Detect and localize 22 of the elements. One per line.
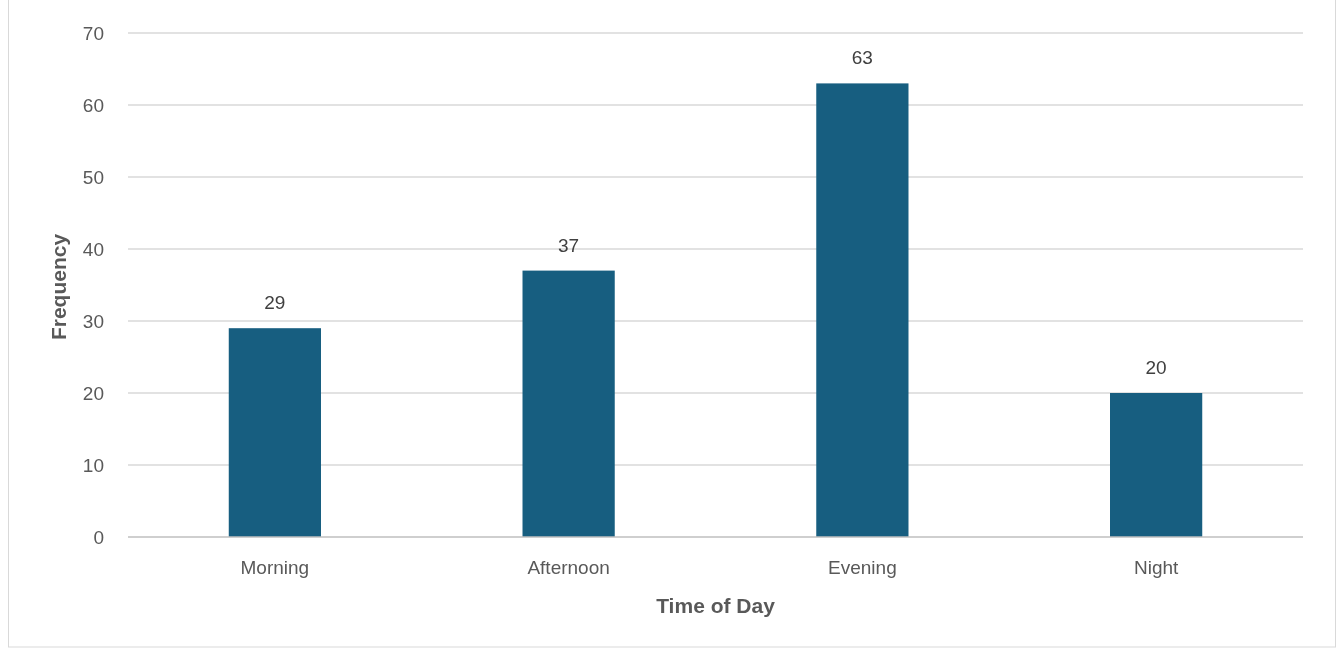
y-tick-label: 60 [82, 94, 104, 116]
bar [816, 83, 909, 537]
y-tick-label: 0 [93, 526, 104, 548]
x-axis-title: Time of Day [656, 594, 776, 617]
x-tick-label: Night [1133, 557, 1180, 578]
data-label: 37 [558, 234, 580, 256]
bar [228, 328, 321, 537]
y-tick-label: 50 [82, 166, 104, 188]
y-tick-label: 40 [82, 238, 104, 260]
x-tick-label: Morning [240, 557, 310, 578]
data-label: 63 [851, 47, 873, 69]
bar [522, 270, 615, 537]
data-label: 29 [264, 292, 286, 314]
bar [1110, 393, 1203, 537]
y-tick-label: 30 [82, 310, 104, 332]
y-tick-label: 10 [82, 454, 104, 476]
x-tick-label: Evening [828, 557, 897, 578]
y-tick-label: 70 [82, 22, 104, 44]
x-tick-label: Afternoon [527, 557, 610, 578]
y-tick-label: 20 [82, 382, 104, 404]
y-axis-title: Frequency [47, 233, 70, 341]
data-label: 20 [1145, 357, 1167, 378]
